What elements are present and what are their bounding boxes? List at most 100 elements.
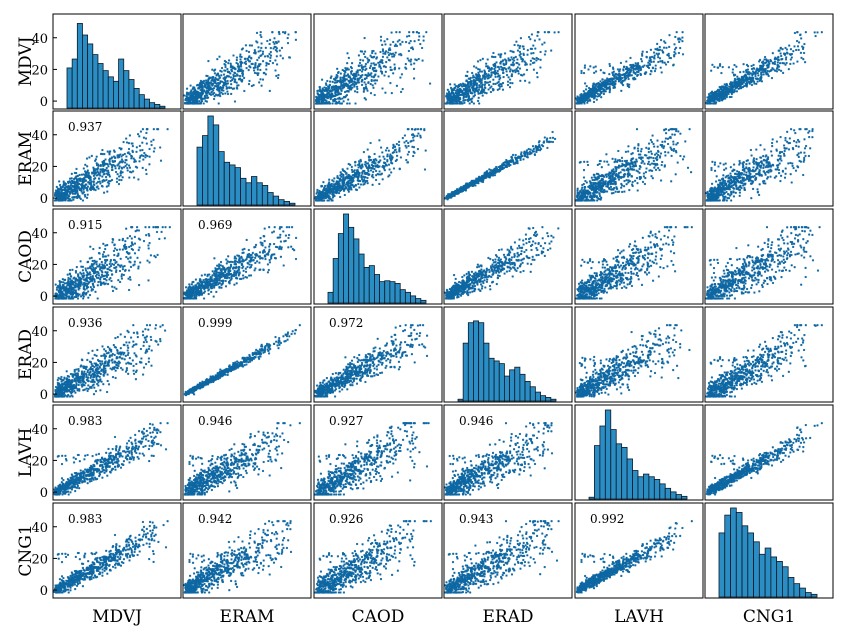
histogram-bar — [467, 322, 474, 402]
panel-mdvj-vs-lavh — [574, 13, 704, 110]
scatter-points — [705, 226, 821, 300]
histogram-bar — [87, 43, 94, 109]
histogram-bar — [753, 541, 760, 598]
y-tick-label: 20 — [31, 356, 48, 371]
histogram-bar — [540, 395, 547, 402]
histogram-bar — [289, 202, 296, 206]
panel-frame — [443, 404, 573, 501]
scatter-points — [444, 31, 560, 105]
panel-cng1-vs-erad — [443, 502, 573, 599]
histogram-bar — [621, 446, 628, 500]
panel-eram-vs-lavh — [574, 110, 704, 207]
correlation-label: 0.926 — [329, 512, 363, 526]
histogram-bar — [498, 363, 505, 402]
histogram-bar — [664, 487, 672, 500]
scatter-points — [314, 128, 427, 202]
histogram-bar — [159, 105, 166, 109]
histogram-bar — [240, 177, 247, 206]
panel-frame — [443, 208, 573, 305]
scatter-points — [314, 324, 429, 398]
histogram-bar — [256, 182, 263, 206]
histogram-bar — [149, 102, 156, 109]
histogram-bar — [82, 34, 89, 109]
histogram-bar — [637, 476, 644, 500]
histogram-bar — [348, 226, 355, 304]
panel-frame — [704, 13, 834, 110]
panel-frame — [313, 306, 443, 403]
panel-lavh-vs-cng1 — [704, 404, 834, 501]
scatter-points — [53, 226, 171, 300]
scatter-points — [314, 520, 432, 594]
correlation-label: 0.937 — [68, 120, 102, 134]
panel-frame — [182, 306, 312, 403]
histogram-bar — [71, 58, 78, 109]
scatter-points — [444, 520, 560, 594]
correlation-label: 0.983 — [68, 414, 102, 428]
correlation-label: 0.942 — [198, 512, 232, 526]
correlation-label: 0.969 — [198, 218, 232, 232]
histogram-bar — [776, 561, 783, 598]
y-tick-label: 20 — [31, 160, 48, 175]
histogram-bar — [787, 577, 795, 598]
histogram-bar — [735, 512, 743, 598]
row-label-mdvj: MDVJ — [16, 36, 36, 86]
panel-eram-vs-eram — [182, 110, 312, 207]
panel-frame — [313, 404, 443, 501]
histogram-bar — [234, 167, 241, 206]
histogram-bar — [399, 289, 406, 304]
scatter-points — [53, 128, 169, 202]
correlation-label: 0.999 — [198, 316, 232, 330]
histogram-bar — [337, 233, 344, 304]
histogram-bar — [670, 491, 677, 500]
panel-erad-vs-lavh — [574, 306, 704, 403]
histogram-bar — [118, 58, 125, 109]
histogram-bar — [643, 473, 650, 500]
histogram-bar — [473, 320, 480, 402]
panel-frame — [574, 306, 704, 403]
histogram-bar — [196, 146, 203, 206]
panel-cng1-vs-mdvj: 0 20 40 — [31, 502, 182, 599]
y-tick-label: 0 — [40, 486, 48, 501]
panel-caod-vs-mdvj: 0 20 40 — [31, 208, 182, 305]
scatter-points — [183, 422, 301, 496]
row-label-eram: ERAM — [16, 131, 36, 186]
correlation-label: 0.946 — [198, 414, 232, 428]
panel-erad-vs-caod — [313, 306, 443, 403]
histogram-bar — [524, 381, 531, 402]
histogram-bar — [76, 23, 83, 109]
panel-eram-vs-mdvj: 0 20 40 — [31, 110, 182, 207]
histogram-bar — [272, 195, 280, 206]
row-labels: MDVJ ERAM CAOD ERAD LAVH CNG1 — [16, 36, 36, 576]
panel-mdvj-vs-erad — [443, 13, 573, 110]
panel-mdvj-vs-cng1 — [704, 13, 834, 110]
panel-eram-vs-cng1 — [704, 110, 834, 207]
histogram-bar — [107, 76, 114, 109]
histogram-bar — [420, 299, 427, 304]
histogram-bar — [374, 274, 380, 304]
panel-caod-vs-cng1 — [704, 208, 834, 305]
histogram-bar — [123, 70, 130, 109]
histogram-bar — [218, 151, 225, 206]
panel-cng1-vs-cng1 — [704, 502, 834, 599]
histogram-bar — [529, 386, 536, 402]
scatter-points — [575, 128, 693, 202]
histogram-bar — [545, 397, 552, 402]
panel-erad-vs-cng1 — [704, 306, 834, 403]
column-label-cng1: CNG1 — [743, 607, 795, 627]
histogram-bar — [730, 507, 737, 598]
scatter-points — [183, 520, 292, 594]
panel-frame — [52, 208, 182, 305]
panel-grid: 0 20 40 0 20 40 0 20 40 0 20 40 0 20 40 0 20 40 0.937 0.915… — [31, 13, 834, 599]
histogram-bar — [113, 80, 119, 109]
histogram-bar — [626, 458, 633, 500]
histogram-bar — [251, 176, 258, 206]
histogram-bar — [245, 182, 252, 206]
y-tick-label: 20 — [31, 552, 48, 567]
panel-frame — [704, 306, 834, 403]
row-label-erad: ERAD — [16, 329, 36, 380]
correlation-label: 0.992 — [590, 512, 624, 526]
panel-frame — [704, 208, 834, 305]
y-tick-label: 0 — [40, 192, 48, 207]
histogram-bar — [278, 199, 285, 206]
